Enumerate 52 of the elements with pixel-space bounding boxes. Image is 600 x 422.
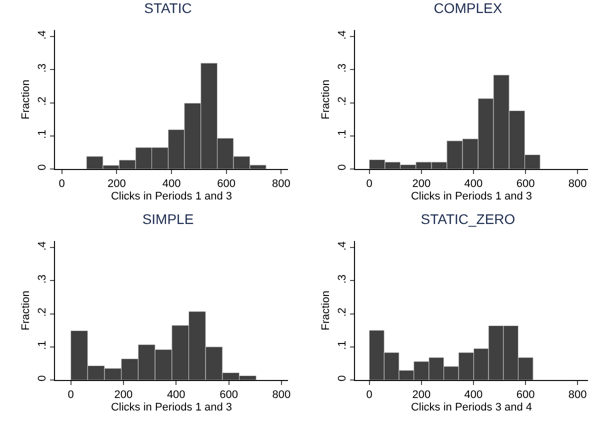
chart-title: STATIC_ZERO [420, 210, 516, 227]
x-tick-label: 600 [516, 178, 535, 190]
x-tick-label: 400 [166, 389, 186, 402]
y-axis-title: Fraction [320, 290, 332, 330]
y-tick-label: .4 [336, 241, 349, 251]
x-axis-title: Clicks in Periods 3 and 4 [410, 401, 532, 414]
y-tick-label: 0 [336, 375, 349, 382]
y-tick-label: .1 [36, 340, 49, 350]
x-tick-label: 600 [217, 178, 236, 190]
y-tick-label: .3 [36, 274, 49, 284]
x-tick-label: 800 [568, 178, 587, 190]
x-tick-label: 800 [568, 389, 587, 402]
x-tick-label: 200 [114, 389, 133, 402]
y-tick-label: .2 [336, 308, 349, 317]
x-tick-label: 0 [58, 178, 65, 190]
x-tick-label: 0 [366, 389, 372, 402]
chart-title: STATIC [144, 0, 192, 16]
y-axis-title: Fraction [20, 80, 32, 120]
x-axis-title: Clicks in Periods 1 and 3 [110, 401, 232, 414]
y-axis-title: Fraction [20, 290, 32, 330]
x-tick-label: 0 [68, 389, 74, 402]
x-tick-label: 0 [366, 178, 372, 190]
y-axis-title: Fraction [320, 80, 332, 120]
y-tick-label: .3 [336, 63, 349, 73]
y-tick-label: .3 [36, 63, 49, 73]
x-tick-label: 800 [272, 178, 290, 190]
y-tick-label: .2 [336, 96, 349, 106]
y-tick-label: .1 [36, 130, 49, 139]
y-tick-label: .4 [36, 30, 49, 40]
x-axis-title: Clicks in Periods 1 and 3 [410, 190, 532, 202]
y-tick-label: .1 [336, 130, 349, 139]
x-tick-label: 200 [108, 178, 126, 190]
y-tick-label: .2 [36, 96, 49, 106]
chart-title: SIMPLE [142, 210, 194, 227]
x-tick-label: 200 [412, 178, 431, 190]
y-tick-label: .4 [36, 241, 49, 251]
y-tick-label: .4 [336, 30, 349, 40]
y-tick-label: 0 [36, 375, 49, 382]
x-tick-label: 400 [464, 389, 483, 402]
y-tick-label: .1 [336, 340, 349, 350]
x-tick-label: 400 [162, 178, 181, 190]
y-tick-label: 0 [36, 164, 49, 170]
x-tick-label: 800 [272, 389, 291, 402]
y-tick-label: .3 [336, 274, 349, 284]
x-tick-label: 600 [516, 389, 535, 402]
x-tick-label: 400 [464, 178, 483, 190]
y-tick-label: .2 [36, 308, 49, 317]
y-tick-label: 0 [336, 164, 349, 170]
x-tick-label: 600 [220, 389, 238, 402]
x-tick-label: 200 [412, 389, 431, 402]
chart-title: COMPLEX [434, 0, 503, 16]
x-axis-title: Clicks in Periods 1 and 3 [110, 190, 232, 202]
